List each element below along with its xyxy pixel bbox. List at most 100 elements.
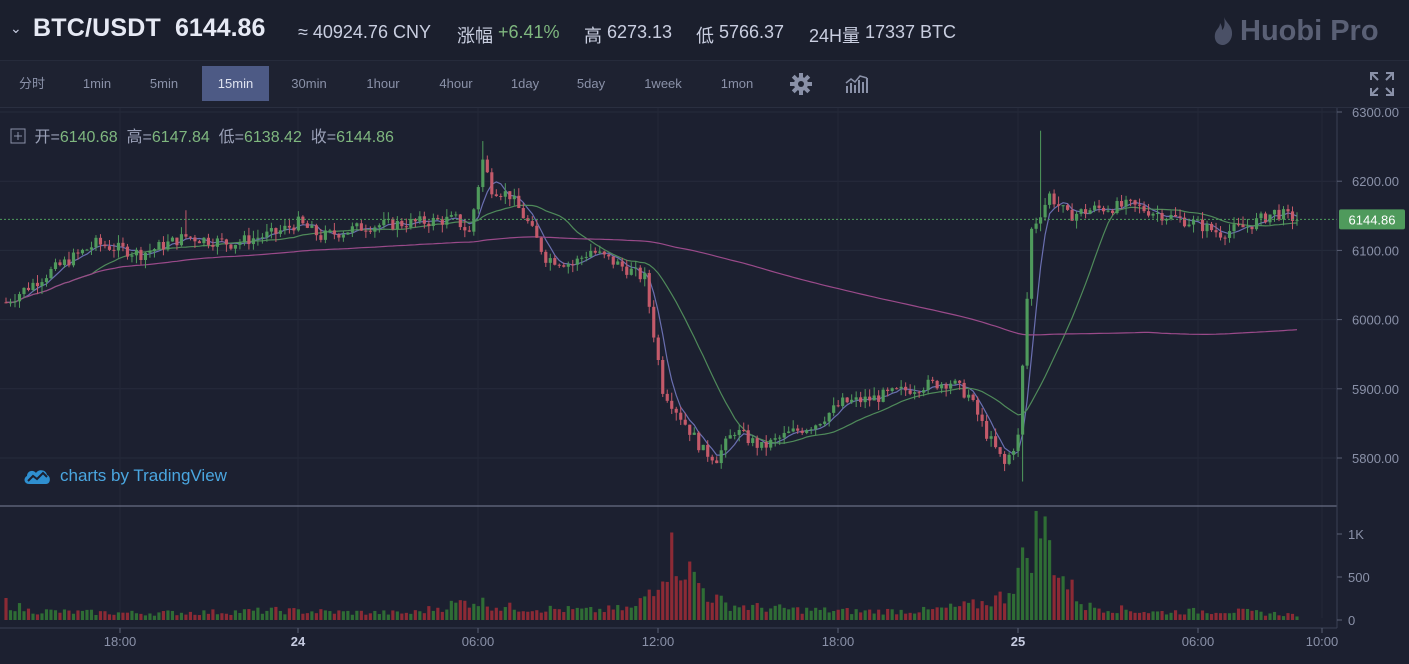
volume-bar	[1075, 601, 1079, 620]
candle-body	[629, 268, 633, 275]
timeframe-30min[interactable]: 30min	[291, 76, 327, 91]
candle-body	[247, 235, 251, 245]
timeframe-1week[interactable]: 1week	[644, 76, 682, 91]
candle-body	[755, 438, 759, 448]
timeframe-15min[interactable]: 15min	[202, 66, 269, 101]
volume-bar	[908, 612, 912, 620]
candle-body	[67, 259, 71, 266]
price-tick-label: 5900.00	[1352, 382, 1399, 397]
volume-bar	[152, 615, 157, 620]
volume-bar	[310, 611, 314, 620]
volume-bar	[1245, 608, 1250, 620]
price-tick-label: 5800.00	[1352, 451, 1399, 466]
volume-bar	[566, 606, 570, 620]
indicators-icon[interactable]	[845, 74, 869, 99]
candle-body	[269, 228, 273, 232]
candle-body	[913, 392, 917, 394]
volume-bar	[247, 609, 251, 620]
candle-body	[202, 237, 206, 244]
timeframe-5min[interactable]: 5min	[149, 76, 179, 91]
volume-bar	[976, 608, 980, 620]
timeframe-1day[interactable]: 1day	[510, 76, 540, 91]
candle-body	[517, 195, 521, 209]
volume-bar	[719, 595, 723, 620]
time-tick-label: 06:00	[462, 634, 495, 649]
candle-body	[116, 242, 121, 251]
candle-body	[1173, 215, 1178, 217]
volume-bar	[1196, 613, 1200, 620]
close-label: 收=	[310, 129, 337, 146]
timeframe-4hour[interactable]: 4hour	[439, 76, 473, 91]
volume-bar	[607, 605, 611, 620]
timeframe-line[interactable]: 分时	[18, 76, 45, 91]
volume-bar	[679, 580, 683, 620]
candle-body	[292, 227, 296, 231]
candle-body	[1277, 209, 1281, 220]
volume-bar	[796, 607, 800, 620]
candle-body	[188, 236, 193, 238]
volume-bar	[62, 609, 67, 620]
volume-bar	[1205, 613, 1209, 620]
tradingview-credit[interactable]: charts by TradingView	[22, 466, 227, 486]
candle-body	[94, 237, 98, 248]
timeframe-1min[interactable]: 1min	[82, 76, 112, 91]
volume-bar	[1272, 611, 1277, 620]
candle-body	[823, 421, 827, 424]
candle-body	[301, 216, 305, 224]
candle-body	[1245, 226, 1250, 228]
fullscreen-icon[interactable]	[1369, 71, 1395, 102]
candle-body	[1263, 213, 1268, 223]
chart-area[interactable]: 6300.00 6200.00 6100.00 6000.00 5900.00 5800.…	[0, 105, 1409, 659]
volume-bar	[215, 614, 219, 620]
timeframe-5day[interactable]: 5day	[576, 76, 606, 91]
low-value: 5766.37	[719, 22, 785, 42]
volume-bar	[611, 609, 615, 620]
candle-body	[836, 405, 840, 407]
candle-body	[4, 302, 8, 304]
candle-body	[710, 456, 714, 461]
candle-body	[98, 237, 103, 245]
volume-bar	[1164, 614, 1169, 620]
volume-bar	[953, 606, 957, 620]
candle-body	[377, 225, 381, 228]
volume-bar	[368, 613, 372, 620]
candle-body	[346, 232, 350, 235]
volume-bar	[1160, 611, 1164, 620]
volume-bar	[1223, 613, 1227, 620]
volume-bar	[1286, 613, 1290, 620]
pair-selector[interactable]: BTC/USDT	[33, 14, 161, 42]
price-chart[interactable]: 6300.00 6200.00 6100.00 6000.00 5900.00 5800.…	[0, 105, 1409, 659]
open-value: 6140.68	[59, 129, 118, 146]
candle-body	[949, 383, 953, 389]
candle-body	[1169, 215, 1173, 219]
timeframe-1hour[interactable]: 1hour	[366, 76, 400, 91]
timeframe-1mon[interactable]: 1mon	[720, 76, 754, 91]
candle-body	[805, 430, 809, 433]
candle-body	[809, 429, 813, 431]
candle-body	[571, 264, 575, 266]
volume-bar	[467, 607, 471, 620]
volume-bar	[337, 610, 341, 620]
volume-bar	[233, 610, 237, 620]
volume-bar	[1070, 579, 1074, 620]
volume-bar	[1295, 616, 1299, 620]
candle-body	[400, 220, 404, 227]
settings-gear-icon[interactable]	[789, 72, 813, 101]
expand-plus-icon[interactable]	[10, 128, 26, 144]
candle-body	[1164, 218, 1169, 221]
volume-bar	[1007, 593, 1011, 620]
volume-bar	[755, 603, 759, 620]
candle-body	[868, 396, 872, 401]
candle-body	[44, 278, 49, 283]
candle-body	[161, 242, 166, 250]
candle-body	[323, 230, 327, 240]
candle-body	[1137, 204, 1142, 206]
volume-label: 24H量	[809, 26, 861, 46]
candle-body	[130, 255, 134, 257]
price-tick-label: 6300.00	[1352, 108, 1399, 120]
candle-body	[931, 379, 935, 381]
chevron-down-icon[interactable]: ⌄	[10, 20, 22, 36]
candle-body	[661, 359, 665, 394]
volume-bar	[301, 613, 305, 620]
volume-bar	[1254, 610, 1259, 620]
